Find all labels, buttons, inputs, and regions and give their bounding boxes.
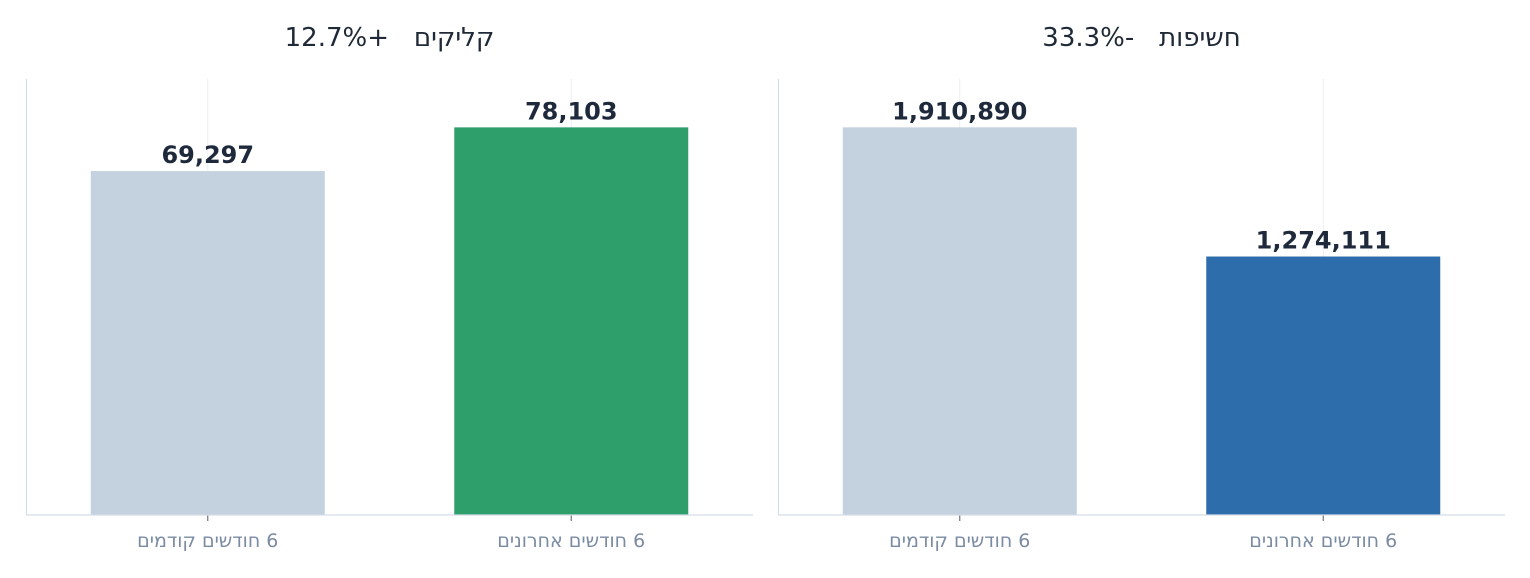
clicks-chart: קליקים +12.7% 69,297 6 חודשים קודמים 78,10…: [25, 0, 753, 578]
bar-value-label: 78,103: [525, 97, 618, 125]
x-tick-label: 6 חודשים אחרונים: [1249, 530, 1397, 552]
bar: [842, 127, 1077, 516]
clicks-chart-plot: 69,297 6 חודשים קודמים 78,103 6 חודשים אחרו…: [25, 79, 753, 552]
x-tick-label: 6 חודשים אחרונים: [497, 530, 645, 552]
bar-value-label: 1,274,111: [1256, 227, 1391, 255]
impressions-chart-title: חשיפות -33.3%: [1042, 23, 1241, 53]
bar: [90, 171, 325, 516]
x-tick-label: 6 חודשים קודמים: [889, 530, 1030, 552]
bar-value-label: 69,297: [161, 141, 254, 169]
impressions-chart-plot: 1,910,890 6 חודשים קודמים 1,274,111 6 חודשי…: [777, 79, 1505, 552]
impressions-chart: חשיפות -33.3% 1,910,890 6 חודשים קודמים 1,…: [777, 0, 1505, 578]
clicks-chart-title: קליקים +12.7%: [284, 23, 495, 53]
bar-value-label: 1,910,890: [892, 97, 1027, 125]
bar: [1206, 256, 1441, 515]
x-tick-label: 6 חודשים קודמים: [137, 530, 278, 552]
bar: [454, 127, 689, 515]
